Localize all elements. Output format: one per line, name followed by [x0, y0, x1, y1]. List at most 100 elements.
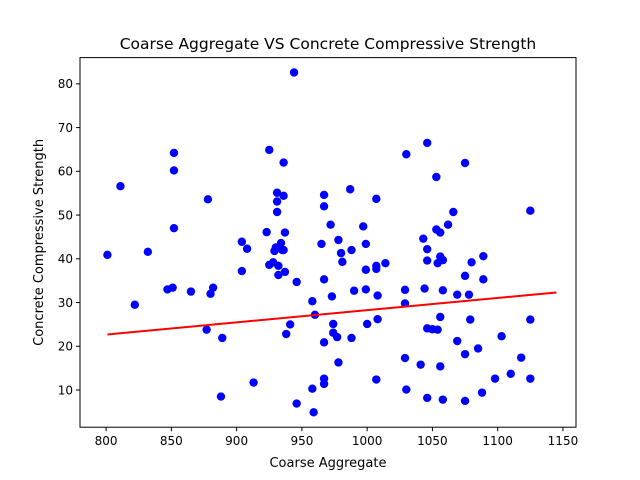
data-point-81 — [400, 353, 410, 363]
data-point-35 — [279, 245, 288, 255]
data-point-123 — [526, 206, 535, 215]
data-point-110 — [460, 349, 470, 359]
data-point-122 — [516, 353, 526, 362]
data-point-113 — [466, 315, 475, 324]
data-point-85 — [419, 234, 428, 243]
data-point-59 — [334, 235, 343, 245]
data-point-66 — [349, 286, 359, 295]
data-point-40 — [289, 68, 299, 77]
trend-line-group — [107, 291, 557, 336]
data-point-28 — [272, 188, 282, 197]
data-point-34 — [279, 191, 288, 201]
data-point-49 — [319, 202, 329, 211]
data-point-36 — [280, 228, 290, 237]
data-point-30 — [274, 270, 283, 280]
data-point-104 — [443, 220, 453, 229]
data-point-5 — [168, 283, 177, 292]
data-point-118 — [477, 388, 487, 397]
data-point-54 — [326, 220, 335, 229]
data-point-82 — [402, 150, 411, 159]
data-point-102 — [438, 286, 448, 295]
data-point-43 — [308, 297, 317, 306]
data-point-86 — [420, 284, 429, 293]
data-point-1 — [116, 181, 125, 191]
y-axis: 10 20 30 40 50 60 70 80 — [58, 77, 80, 397]
data-point-10 — [202, 325, 211, 334]
data-point-93 — [432, 172, 441, 182]
data-point-103 — [438, 395, 448, 404]
data-point-112 — [464, 290, 474, 299]
data-point-37 — [280, 267, 290, 277]
data-point-68 — [361, 239, 371, 249]
data-point-19 — [249, 378, 258, 387]
data-point-121 — [506, 369, 515, 379]
data-point-8 — [169, 148, 179, 158]
data-point-87 — [423, 138, 432, 148]
data-point-78 — [381, 258, 390, 268]
x-axis-label: Coarse Aggregate — [269, 456, 386, 471]
x-tick-label-1050: 1050 — [417, 434, 448, 448]
data-point-48 — [319, 190, 329, 200]
data-point-29 — [274, 261, 283, 270]
data-point-2 — [130, 300, 140, 309]
data-points — [103, 68, 535, 417]
data-point-0 — [103, 250, 112, 260]
data-point-119 — [490, 374, 500, 383]
data-point-17 — [237, 266, 247, 276]
data-point-71 — [362, 319, 372, 329]
data-point-41 — [292, 277, 301, 287]
data-point-13 — [208, 283, 218, 292]
data-point-75 — [372, 375, 381, 384]
y-tick-label-10: 10 — [58, 383, 73, 397]
data-point-18 — [242, 244, 252, 253]
data-point-47 — [317, 239, 326, 249]
data-point-16 — [237, 237, 247, 246]
data-point-84 — [416, 360, 425, 369]
x-tick-label-1150: 1150 — [548, 434, 579, 448]
data-point-65 — [347, 333, 356, 343]
data-point-89 — [423, 256, 432, 265]
data-point-39 — [285, 320, 295, 329]
data-point-125 — [526, 374, 535, 383]
data-point-22 — [265, 145, 274, 155]
data-point-83 — [402, 385, 411, 394]
data-point-26 — [272, 207, 282, 217]
data-point-51 — [319, 338, 329, 347]
plot-frame — [79, 57, 577, 428]
data-point-50 — [319, 275, 329, 284]
data-point-115 — [473, 344, 483, 353]
data-point-117 — [479, 275, 488, 284]
data-point-42 — [292, 399, 301, 408]
data-point-58 — [332, 332, 342, 342]
data-point-99 — [436, 312, 445, 322]
data-point-53 — [319, 379, 329, 389]
data-point-74 — [372, 264, 381, 274]
data-point-69 — [361, 265, 371, 274]
x-tick-label-1100: 1100 — [482, 434, 513, 448]
data-point-111 — [460, 396, 470, 406]
data-point-38 — [282, 329, 291, 339]
x-tick-label-800: 800 — [95, 434, 118, 448]
data-point-11 — [203, 195, 213, 204]
data-point-77 — [373, 314, 382, 324]
y-tick-label-70: 70 — [58, 121, 73, 135]
data-point-6 — [169, 223, 179, 233]
data-point-7 — [169, 166, 179, 175]
data-point-96 — [433, 325, 442, 334]
data-point-100 — [436, 362, 445, 371]
data-point-76 — [373, 291, 382, 300]
data-point-61 — [336, 248, 346, 258]
data-point-97 — [436, 228, 445, 237]
data-point-72 — [372, 194, 381, 204]
data-point-101 — [438, 255, 448, 265]
data-point-64 — [347, 245, 356, 255]
data-point-120 — [497, 332, 506, 341]
data-point-33 — [279, 158, 288, 167]
chart-title: Coarse Aggregate VS Concrete Compressive… — [120, 35, 537, 53]
data-point-107 — [453, 336, 462, 346]
y-axis-label: Concrete Compressive Strength — [32, 139, 47, 346]
data-point-44 — [308, 384, 317, 393]
data-point-105 — [449, 207, 458, 217]
data-point-60 — [334, 358, 343, 367]
x-tick-label-950: 950 — [290, 434, 313, 448]
